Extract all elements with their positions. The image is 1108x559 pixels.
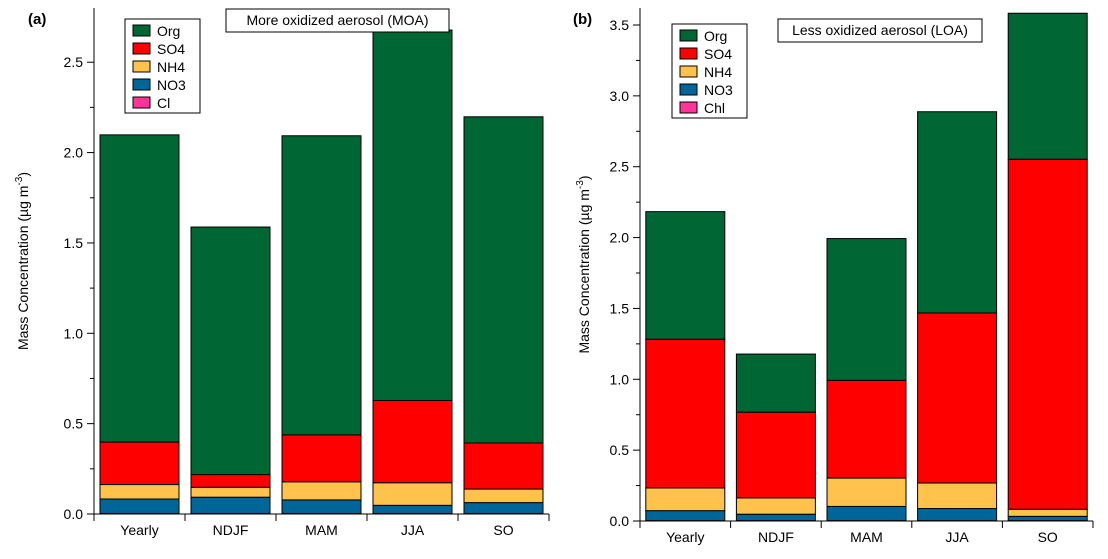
bar-so4-yearly — [646, 339, 725, 488]
x-tick-label: NDJF — [758, 529, 794, 545]
legend-swatch-so4 — [133, 43, 150, 54]
y-tick-label: 2.5 — [610, 159, 630, 175]
legend-swatch-no3 — [133, 79, 150, 90]
x-tick-label: MAM — [305, 522, 338, 538]
y-tick-label: 1.5 — [64, 235, 84, 251]
y-tick-label: 2.5 — [64, 54, 84, 70]
bar-org-ndjf — [736, 354, 815, 412]
y-axis-label-close: ) — [576, 175, 592, 180]
legend-label-org: Org — [157, 23, 180, 39]
bar-so4-ndjf — [736, 412, 815, 498]
bar-no3-yearly — [100, 499, 179, 513]
legend-label-no3: NO3 — [704, 82, 733, 98]
bar-org-mam — [282, 136, 361, 435]
bar-so4-mam — [827, 380, 906, 478]
legend-swatch-org — [680, 30, 697, 41]
chart-panel-b: (b) 0.0 0.5 1.0 1.5 2.0 2.5 3.0 3.5 Mass Concentr… — [573, 8, 1093, 545]
bar-no3-yearly — [646, 511, 725, 521]
bar-nh4-so — [464, 489, 543, 503]
legend-label-chl: Chl — [704, 100, 725, 116]
bar-so4-so — [464, 443, 543, 489]
x-tick-label: JJA — [945, 529, 969, 545]
y-axis-label-text: Mass Concentration (µg m — [576, 189, 592, 353]
y-tick-label: 1.5 — [610, 300, 630, 316]
bar-nh4-jja — [373, 483, 452, 506]
bar-no3-so — [1008, 516, 1087, 520]
legend-swatch-chl — [680, 102, 697, 113]
bar-no3-so — [464, 503, 543, 514]
bar-org-yearly — [100, 135, 179, 442]
y-tick-label: 1.0 — [64, 325, 84, 341]
bar-no3-jja — [918, 509, 997, 521]
legend-label-cl: Cl — [157, 95, 170, 111]
y-axis-label-close: ) — [15, 172, 31, 177]
x-tick-label: MAM — [850, 529, 883, 545]
legend-label-org: Org — [704, 28, 727, 44]
bar-nh4-yearly — [100, 485, 179, 499]
y-tick-label: 3.0 — [610, 88, 630, 104]
y-tick-label: 0.5 — [64, 416, 84, 432]
bar-so4-jja — [373, 401, 452, 483]
bar-nh4-ndjf — [191, 487, 270, 497]
y-axis-label: Mass Concentration (µg m-3) — [575, 175, 592, 353]
panel-label: (a) — [28, 11, 46, 28]
bar-no3-ndjf — [736, 514, 815, 520]
chart-title: Less oxidized aerosol (LOA) — [792, 22, 968, 38]
legend-swatch-so4 — [680, 48, 697, 59]
bar-org-jja — [918, 112, 997, 313]
y-tick-label: 2.0 — [610, 230, 630, 246]
y-tick-label: 1.0 — [610, 371, 630, 387]
y-tick-label: 0.0 — [610, 513, 630, 529]
x-tick-label: NDJF — [213, 522, 249, 538]
bar-nh4-mam — [827, 478, 906, 506]
bar-no3-jja — [373, 505, 452, 513]
bar-nh4-jja — [918, 483, 997, 509]
x-tick-label: SO — [1038, 529, 1058, 545]
bar-nh4-yearly — [646, 488, 725, 511]
legend-label-so4: SO4 — [704, 46, 732, 62]
x-tick-label: SO — [493, 522, 513, 538]
y-tick-label: 3.5 — [610, 17, 630, 33]
x-tick-label: JJA — [401, 522, 425, 538]
bar-nh4-mam — [282, 482, 361, 500]
legend-label-no3: NO3 — [157, 77, 186, 93]
x-tick-label: Yearly — [666, 529, 704, 545]
panel-label: (b) — [573, 11, 592, 28]
bar-nh4-so — [1008, 509, 1087, 516]
bar-so4-so — [1008, 159, 1087, 509]
legend-swatch-nh4 — [133, 61, 150, 72]
bar-so4-mam — [282, 435, 361, 482]
chart-panel-a: (a) 0.0 0.5 1.0 1.5 2.0 2.5 Mass Concentration … — [14, 8, 549, 538]
legend-label-nh4: NH4 — [157, 59, 185, 75]
chart-title: More oxidized aerosol (MOA) — [246, 12, 428, 28]
bar-no3-mam — [827, 506, 906, 520]
x-tick-label: Yearly — [120, 522, 158, 538]
bar-org-yearly — [646, 212, 725, 340]
bar-so4-jja — [918, 313, 997, 483]
y-axis-label-text: Mass Concentration (µg m — [15, 186, 31, 350]
bar-org-mam — [827, 239, 906, 381]
bar-org-jja — [373, 30, 452, 400]
bar-no3-ndjf — [191, 497, 270, 513]
legend-swatch-cl — [133, 97, 150, 108]
bar-org-so — [464, 117, 543, 443]
legend-swatch-nh4 — [680, 66, 697, 77]
bar-so4-ndjf — [191, 475, 270, 488]
bar-so4-yearly — [100, 442, 179, 484]
legend-swatch-no3 — [680, 84, 697, 95]
y-tick-label: 2.0 — [64, 145, 84, 161]
legend-label-so4: SO4 — [157, 41, 185, 57]
y-axis-label: Mass Concentration (µg m-3) — [14, 172, 31, 350]
legend-label-nh4: NH4 — [704, 64, 732, 80]
bar-org-so — [1008, 13, 1087, 159]
y-tick-label: 0.0 — [64, 506, 84, 522]
y-tick-label: 0.5 — [610, 442, 630, 458]
bar-no3-mam — [282, 500, 361, 514]
bar-nh4-ndjf — [736, 498, 815, 514]
legend-swatch-org — [133, 25, 150, 36]
bar-org-ndjf — [191, 227, 270, 475]
